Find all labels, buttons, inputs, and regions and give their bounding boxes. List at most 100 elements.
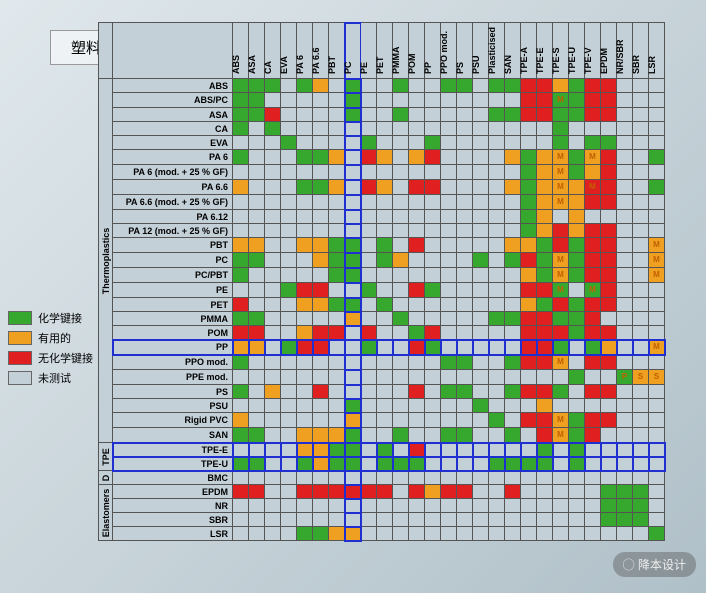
cell xyxy=(393,428,409,443)
cell xyxy=(505,268,521,283)
cell xyxy=(377,385,393,399)
cell xyxy=(377,238,393,253)
cell xyxy=(473,312,489,326)
cell xyxy=(521,499,537,513)
cell xyxy=(377,79,393,93)
cell xyxy=(425,283,441,298)
cell xyxy=(297,312,313,326)
cell xyxy=(569,150,585,165)
cell xyxy=(457,340,473,355)
cell xyxy=(297,268,313,283)
cell xyxy=(537,413,553,428)
cell xyxy=(265,370,281,385)
cell xyxy=(297,165,313,180)
cell xyxy=(281,238,297,253)
table-row: PC/PBTMM xyxy=(99,268,665,283)
cell xyxy=(617,471,633,485)
cell xyxy=(233,340,249,355)
cell xyxy=(233,312,249,326)
cell xyxy=(473,326,489,340)
cell xyxy=(457,485,473,499)
cell xyxy=(377,195,393,210)
cell xyxy=(361,224,377,238)
cell xyxy=(537,457,553,471)
row-header: Rigid PVC xyxy=(113,413,233,428)
row-header: PA 6.12 xyxy=(113,210,233,224)
group-header: TPE xyxy=(99,443,113,471)
cell xyxy=(553,499,569,513)
cell xyxy=(425,527,441,541)
cell xyxy=(233,370,249,385)
cell xyxy=(569,457,585,471)
compatibility-matrix: ABSASACAEVAPA 6PA 6.6PBTPCPEPETPMMAPOMPP… xyxy=(98,22,665,541)
cell xyxy=(265,399,281,413)
cell xyxy=(281,340,297,355)
cell xyxy=(361,399,377,413)
cell xyxy=(649,150,665,165)
cell xyxy=(233,457,249,471)
cell xyxy=(425,457,441,471)
cell xyxy=(489,298,505,312)
cell xyxy=(617,340,633,355)
cell xyxy=(297,485,313,499)
table-row: PA 6.12 xyxy=(99,210,665,224)
cell: M xyxy=(649,268,665,283)
cell xyxy=(633,122,649,136)
cell xyxy=(601,370,617,385)
corner xyxy=(99,23,113,79)
cell xyxy=(281,399,297,413)
cell: M xyxy=(553,253,569,268)
cell xyxy=(249,283,265,298)
cell xyxy=(617,180,633,195)
cell xyxy=(649,93,665,108)
cell xyxy=(505,136,521,150)
cell: M xyxy=(553,355,569,370)
cell xyxy=(377,499,393,513)
cell xyxy=(489,108,505,122)
cell xyxy=(537,165,553,180)
cell xyxy=(425,108,441,122)
cell xyxy=(473,355,489,370)
cell xyxy=(393,485,409,499)
cell xyxy=(345,165,361,180)
cell xyxy=(521,298,537,312)
cell: M xyxy=(649,253,665,268)
cell xyxy=(441,312,457,326)
table-row: ABS/PCM xyxy=(99,93,665,108)
cell xyxy=(569,195,585,210)
cell xyxy=(361,136,377,150)
cell xyxy=(297,180,313,195)
cell xyxy=(553,399,569,413)
cell xyxy=(601,326,617,340)
cell xyxy=(297,413,313,428)
cell xyxy=(569,136,585,150)
cell xyxy=(505,224,521,238)
cell: M xyxy=(553,283,569,298)
cell xyxy=(313,122,329,136)
cell xyxy=(617,165,633,180)
cell xyxy=(505,513,521,527)
cell xyxy=(297,326,313,340)
cell xyxy=(521,326,537,340)
cell xyxy=(265,513,281,527)
cell xyxy=(297,195,313,210)
cell xyxy=(633,298,649,312)
cell xyxy=(489,457,505,471)
cell xyxy=(617,122,633,136)
cell xyxy=(281,428,297,443)
cell: M xyxy=(585,180,601,195)
cell xyxy=(345,513,361,527)
cell xyxy=(297,108,313,122)
cell xyxy=(441,485,457,499)
cell xyxy=(249,253,265,268)
table-row: PET xyxy=(99,298,665,312)
row-header: EVA xyxy=(113,136,233,150)
cell xyxy=(457,312,473,326)
cell xyxy=(537,485,553,499)
cell xyxy=(377,283,393,298)
cell xyxy=(361,180,377,195)
cell xyxy=(537,326,553,340)
cell xyxy=(649,165,665,180)
cell xyxy=(249,370,265,385)
cell xyxy=(489,195,505,210)
